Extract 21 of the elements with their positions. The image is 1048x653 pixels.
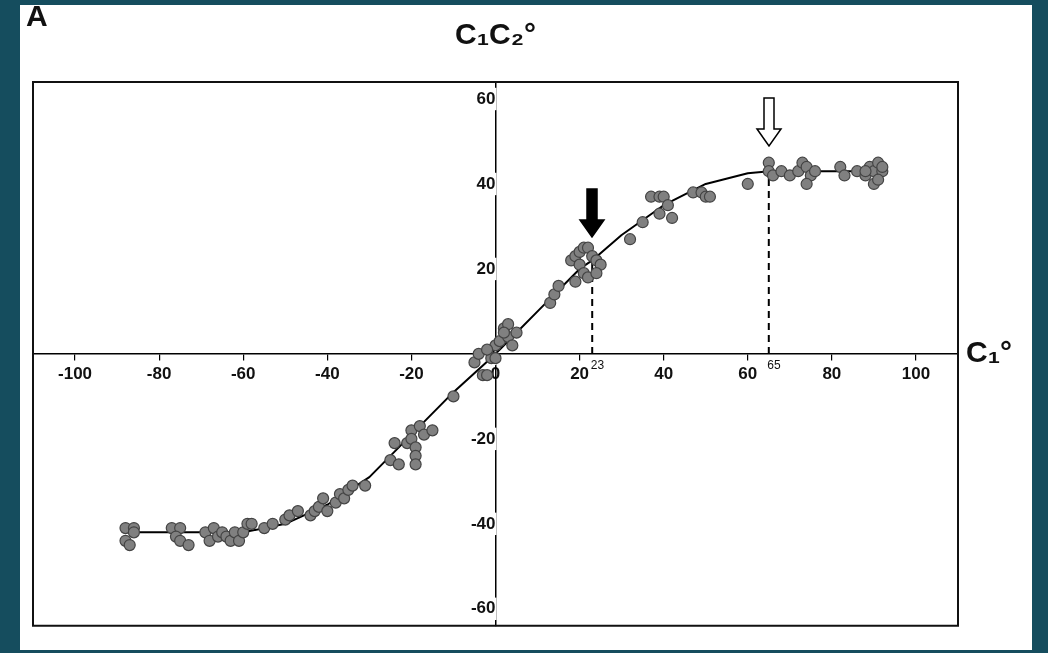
- x-tick-label: -20: [399, 363, 424, 383]
- y-tick-label: 20: [476, 258, 496, 278]
- x-axis-title: C₁°: [966, 334, 1013, 369]
- x-tick-label: -60: [230, 363, 256, 383]
- y-axis-title: C₁C₂°: [455, 17, 537, 51]
- y-tick-label: 60: [476, 88, 496, 108]
- x-tick-label: -80: [146, 363, 172, 383]
- text: A: [26, 0, 48, 33]
- x-tick-label: 60: [738, 363, 758, 383]
- x-tick-label: 100: [901, 363, 931, 383]
- y-tick-label: -40: [470, 513, 496, 533]
- x-tick-label: 80: [822, 363, 842, 383]
- y-tick-label: -60: [470, 598, 496, 618]
- y-tick-label: -20: [470, 428, 496, 448]
- annotation: 23: [590, 357, 605, 372]
- x-tick-label: -40: [315, 363, 340, 383]
- x-tick-label: 40: [654, 363, 674, 383]
- annotation: 65: [767, 357, 781, 372]
- y-tick-label: 40: [476, 173, 496, 193]
- x-tick-label: -100: [58, 363, 93, 383]
- x-tick-label: 20: [570, 363, 590, 383]
